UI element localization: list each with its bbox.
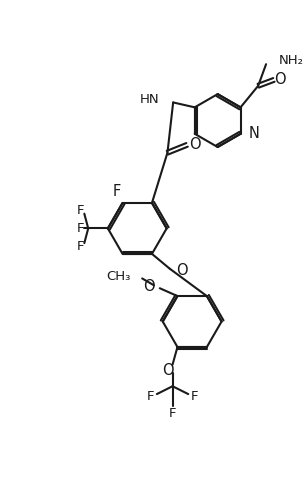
Text: F: F	[190, 389, 198, 402]
Text: NH₂: NH₂	[279, 54, 304, 67]
Text: O: O	[162, 363, 173, 378]
Text: F: F	[77, 240, 84, 252]
Text: O: O	[189, 137, 201, 152]
Text: F: F	[77, 204, 84, 217]
Text: O: O	[176, 263, 188, 278]
Text: N: N	[249, 126, 259, 141]
Text: F: F	[77, 222, 84, 235]
Text: O: O	[143, 279, 155, 294]
Text: CH₃: CH₃	[106, 270, 130, 283]
Text: F: F	[112, 184, 121, 199]
Text: F: F	[147, 389, 155, 402]
Text: HN: HN	[140, 93, 160, 106]
Text: F: F	[169, 407, 176, 420]
Text: O: O	[274, 72, 286, 87]
